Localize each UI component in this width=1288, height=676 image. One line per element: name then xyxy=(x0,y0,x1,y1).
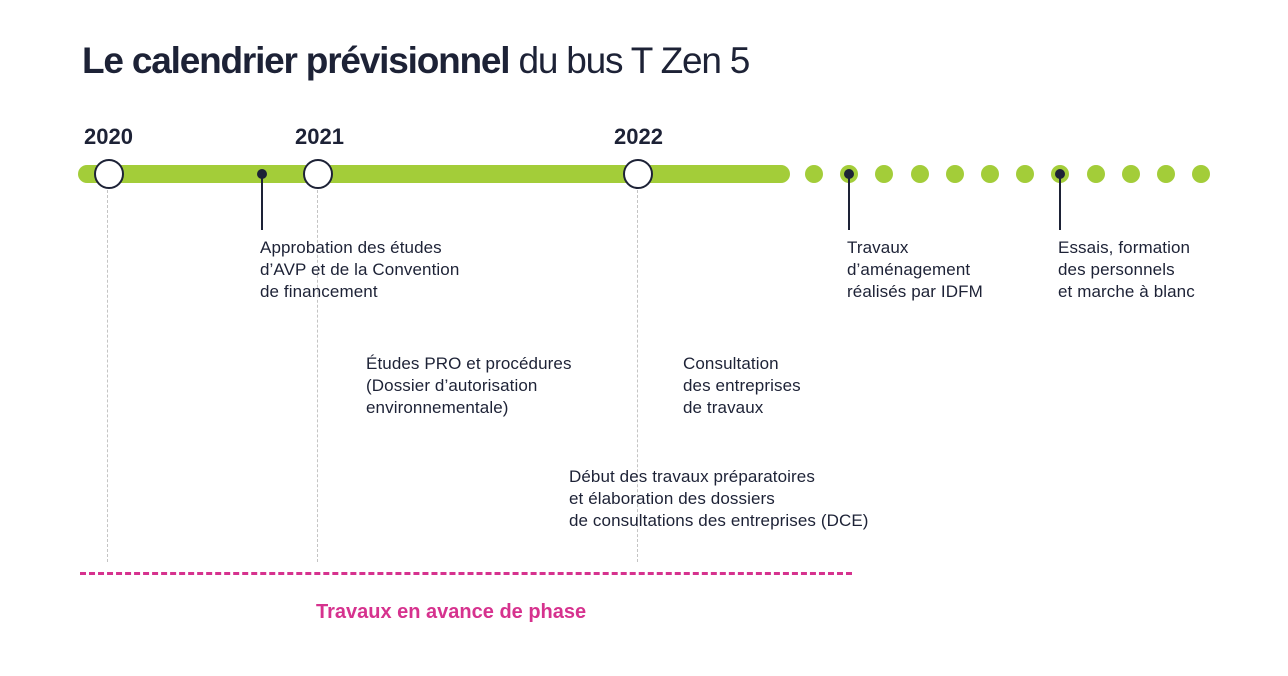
milestone-travaux-marker xyxy=(844,169,854,179)
title-light: du bus T Zen 5 xyxy=(509,40,750,81)
page-title: Le calendrier prévisionnel du bus T Zen … xyxy=(82,40,750,82)
year-2021-marker xyxy=(303,159,333,189)
timeline-bar xyxy=(78,165,790,183)
year-2021-label: 2021 xyxy=(295,124,344,149)
timeline-dot xyxy=(1157,165,1175,183)
timeline-dot xyxy=(945,165,964,183)
milestone-etudes-pro-label: Études PRO et procédures (Dossier d’auto… xyxy=(366,354,572,417)
timeline-dot xyxy=(1121,165,1140,183)
milestone-travaux-label: Travaux d’aménagement réalisés par IDFM xyxy=(847,238,983,301)
year-2022-label: 2022 xyxy=(614,124,663,149)
timeline-dot xyxy=(1086,165,1105,183)
milestone-essais-marker xyxy=(1055,169,1065,179)
timeline-dot xyxy=(875,165,894,183)
year-2022-guide xyxy=(637,190,638,562)
milestone-avp-stem xyxy=(261,174,263,230)
milestone-debut-travaux-label: Début des travaux préparatoires et élabo… xyxy=(569,467,869,530)
milestone-avp-marker xyxy=(257,169,267,179)
milestone-avp-label: Approbation des études d’AVP et de la Co… xyxy=(260,238,460,301)
title-bold: Le calendrier prévisionnel xyxy=(82,40,511,81)
timeline-dot xyxy=(981,165,999,183)
milestone-essais-label: Essais, formation des personnels et marc… xyxy=(1058,238,1195,301)
milestone-travaux-stem xyxy=(848,174,850,230)
timeline-dot xyxy=(1016,165,1035,183)
milestone-consultation-label: Consultation des entreprises de travaux xyxy=(683,354,801,417)
year-2021-guide xyxy=(317,190,318,562)
phase-dashed-line xyxy=(80,572,852,575)
timeline-dot xyxy=(805,165,823,183)
year-2022-marker xyxy=(623,159,653,189)
timeline-dot xyxy=(910,165,929,183)
timeline-dot xyxy=(1192,165,1211,183)
year-2020-label: 2020 xyxy=(84,124,133,149)
milestone-essais-stem xyxy=(1059,174,1061,230)
phase-label: Travaux en avance de phase xyxy=(316,601,587,623)
year-2020-guide xyxy=(107,190,108,562)
year-2020-marker xyxy=(94,159,124,189)
